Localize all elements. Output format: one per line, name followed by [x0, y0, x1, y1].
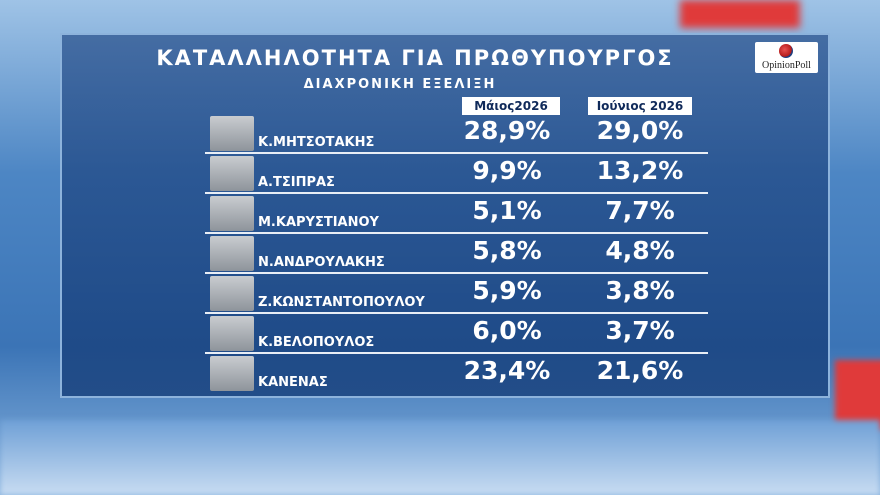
- title: ΚΑΤΑΛΛΗΛΟΤΗΤΑ ΓΙΑ ΠΡΩΘΥΠΟΥΡΓΟΣ: [156, 46, 674, 70]
- value: 28,9%: [463, 116, 551, 145]
- value: 9,9%: [472, 156, 542, 185]
- value: 3,8%: [605, 276, 675, 305]
- row-divider: [205, 312, 708, 314]
- value: 23,4%: [463, 356, 551, 385]
- value: 6,0%: [472, 316, 542, 345]
- row-divider: [205, 272, 708, 274]
- logo-text: OpinionPoll: [762, 60, 811, 71]
- background-shape: [835, 360, 880, 430]
- candidate-name: Α.ΤΣΙΠΡΑΣ: [258, 175, 335, 190]
- column-header: Μάιος2026: [462, 97, 560, 115]
- value: 5,1%: [472, 196, 542, 225]
- candidate-name: Ζ.ΚΩΝΣΤΑΝΤΟΠΟΥΛΟΥ: [258, 295, 425, 310]
- photo: [210, 276, 254, 311]
- photo: [210, 196, 254, 231]
- candidate-name: ΚΑΝΕΝΑΣ: [258, 375, 328, 390]
- photo: [210, 236, 254, 271]
- value: 7,7%: [605, 196, 675, 225]
- subtitle: ΔΙΑΧΡΟΝΙΚΗ ΕΞΕΛΙΞΗ: [303, 77, 497, 92]
- photo: [210, 156, 254, 191]
- logo-icon: [779, 44, 793, 58]
- row-divider: [205, 232, 708, 234]
- candidate-name: Μ.ΚΑΡΥΣΤΙΑΝΟΥ: [258, 215, 379, 230]
- photo: [210, 356, 254, 391]
- value: 4,8%: [605, 236, 675, 265]
- value: 3,7%: [605, 316, 675, 345]
- panel: [60, 33, 830, 398]
- row-divider: [205, 192, 708, 194]
- value: 29,0%: [596, 116, 684, 145]
- background-shape: [0, 420, 880, 495]
- value: 5,9%: [472, 276, 542, 305]
- candidate-name: Κ.ΜΗΤΣΟΤΑΚΗΣ: [258, 135, 375, 150]
- photo: [210, 116, 254, 151]
- value: 21,6%: [596, 356, 684, 385]
- row-divider: [205, 152, 708, 154]
- photo: [210, 316, 254, 351]
- value: 13,2%: [596, 156, 684, 185]
- column-header: Ιούνιος 2026: [588, 97, 692, 115]
- candidate-name: Ν.ΑΝΔΡΟΥΛΑΚΗΣ: [258, 255, 385, 270]
- value: 5,8%: [472, 236, 542, 265]
- row-divider: [205, 352, 708, 354]
- background-shape: [680, 0, 800, 28]
- candidate-name: Κ.ΒΕΛΟΠΟΥΛΟΣ: [258, 335, 375, 350]
